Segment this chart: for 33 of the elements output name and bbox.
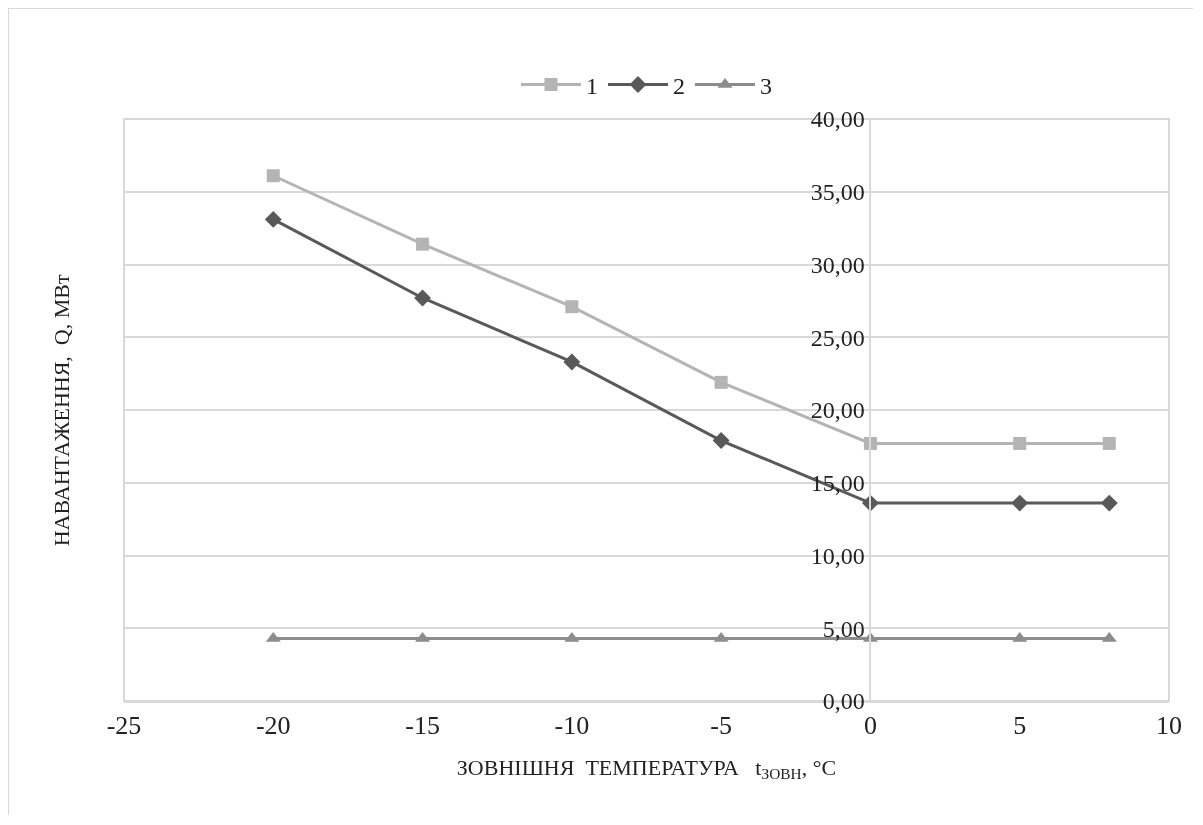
point — [1100, 494, 1118, 512]
point — [563, 353, 581, 371]
point — [266, 169, 280, 183]
legend-label: 3 — [760, 72, 772, 99]
x-axis-title: ЗОВНІШНЯ ТЕМПЕРАТУРА t$_{ЗОВН}$, °C — [456, 754, 837, 783]
x-tick-label: 5 — [1013, 711, 1027, 741]
point — [414, 289, 432, 307]
point — [714, 375, 728, 389]
legend-label: 2 — [673, 72, 685, 99]
point — [1011, 494, 1029, 512]
x-tick-label: 0 — [863, 711, 877, 741]
y-tick-label: 10,00 — [810, 542, 865, 569]
point — [416, 237, 430, 251]
point — [565, 300, 579, 314]
x-tick-label: -25 — [106, 711, 142, 741]
y-tick-label: 40,00 — [810, 106, 865, 133]
y-tick-label: 0,00 — [822, 688, 865, 715]
point — [1013, 436, 1027, 450]
x-tick-label: -15 — [405, 711, 440, 741]
x-tick-label: 10 — [1156, 711, 1182, 741]
point — [1102, 436, 1116, 450]
point — [712, 432, 730, 450]
x-tick-label: -5 — [710, 711, 732, 741]
x-tick-label: -20 — [255, 711, 291, 741]
y-tick-label: 35,00 — [810, 179, 865, 206]
y-axis-title: НАВАНТАЖЕННЯ, Q, МВт — [49, 274, 75, 547]
y-tick-label: 25,00 — [810, 324, 865, 351]
y-tick-label: 20,00 — [810, 397, 865, 424]
y-tick-label: 5,00 — [822, 615, 865, 642]
y-tick-label: 30,00 — [810, 251, 865, 278]
point — [264, 210, 282, 228]
x-tick-label: -10 — [554, 711, 590, 741]
legend-label: 1 — [586, 72, 598, 99]
